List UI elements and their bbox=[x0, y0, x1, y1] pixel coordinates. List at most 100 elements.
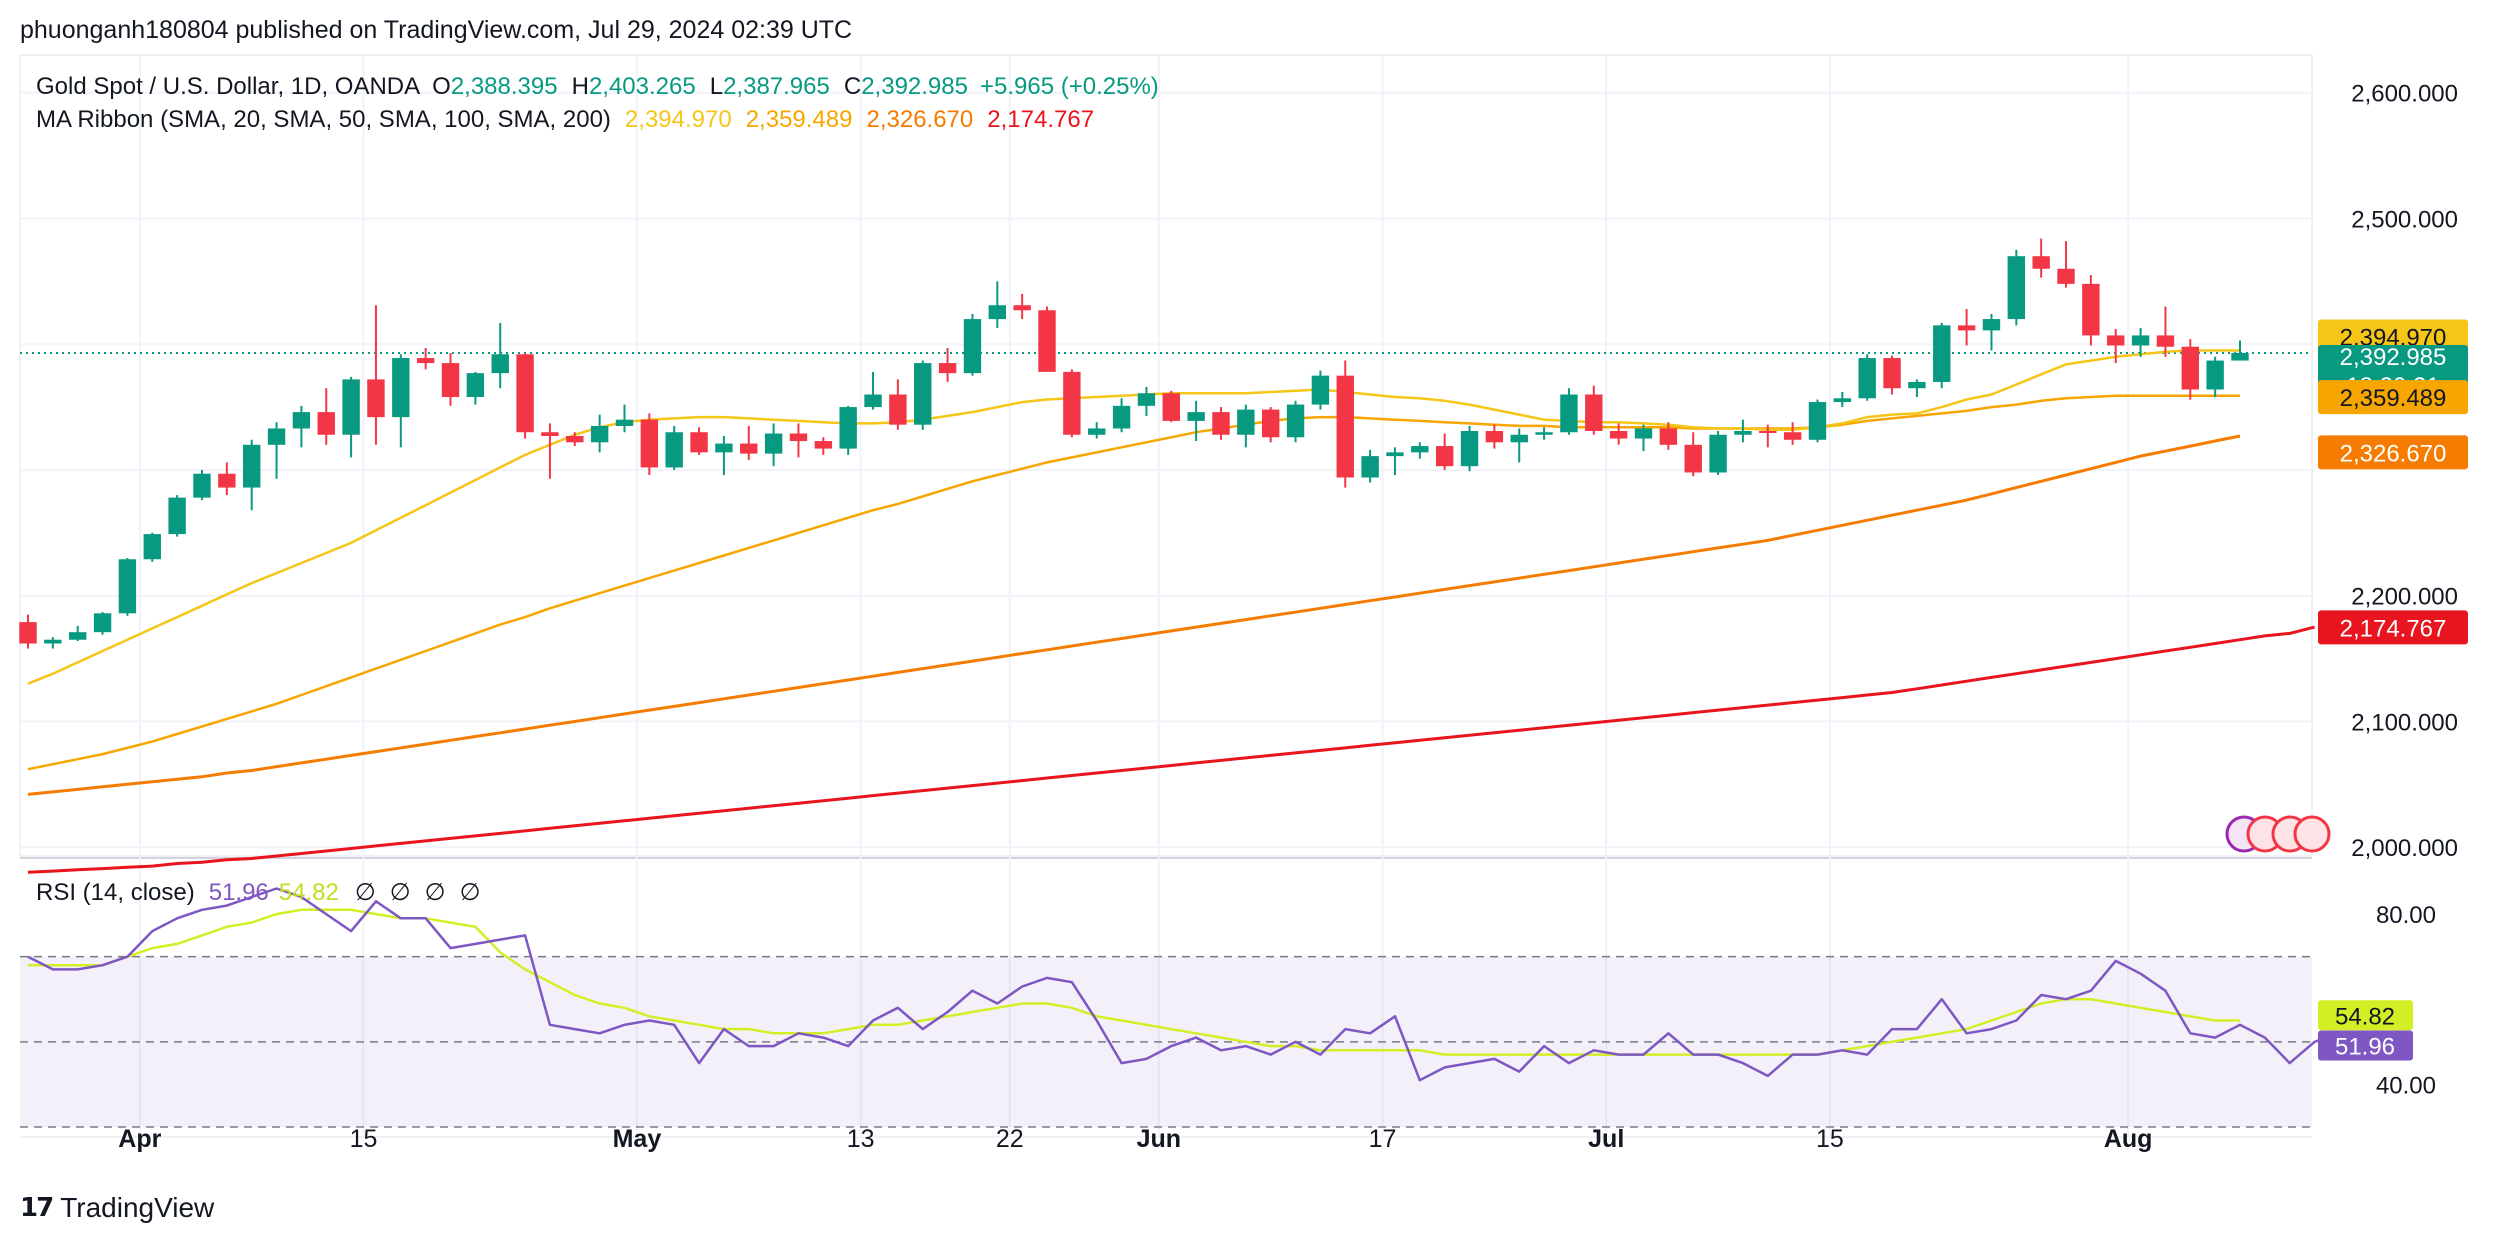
candle-body bbox=[2156, 335, 2175, 347]
candle-body bbox=[1013, 305, 1031, 311]
candle-body bbox=[392, 358, 410, 418]
tradingview-logo[interactable]: 17 TradingView bbox=[20, 1192, 214, 1224]
tag-ma200-bg bbox=[2318, 610, 2468, 645]
candle-body bbox=[168, 497, 186, 535]
candle bbox=[267, 422, 286, 479]
tag-rsi-ma-bg bbox=[2318, 1000, 2413, 1031]
candle-body bbox=[1734, 430, 1752, 435]
tag-ma100: 2,326.670 bbox=[2340, 440, 2447, 467]
candle-body bbox=[1112, 405, 1131, 429]
rsi-ma-line bbox=[28, 908, 2240, 1056]
candle bbox=[2131, 327, 2150, 357]
candle-body bbox=[466, 373, 485, 398]
candle bbox=[441, 353, 460, 406]
candle bbox=[491, 322, 509, 389]
candle bbox=[590, 414, 609, 453]
candle-body bbox=[1261, 409, 1280, 438]
price-tick-label: 2,200.000 bbox=[2351, 584, 2458, 611]
legend-rsi: RSI (14, close) 51.96 54.82 ∅ ∅ ∅ ∅ bbox=[36, 879, 480, 906]
candle-body bbox=[1535, 432, 1553, 435]
candle-body bbox=[615, 419, 634, 426]
candle-body bbox=[1038, 310, 1056, 372]
candle bbox=[1460, 425, 1479, 472]
candle bbox=[292, 405, 311, 448]
candle bbox=[1535, 427, 1553, 440]
candle-body bbox=[1833, 398, 1852, 403]
time-tick-label: Jun bbox=[1137, 1125, 1181, 1153]
candle-body bbox=[1311, 375, 1330, 405]
sma50-line bbox=[27, 394, 2240, 771]
candle bbox=[1808, 399, 1827, 443]
candle-body bbox=[1808, 402, 1827, 440]
axes: 2,600.000 2,500.000 2,200.000 2,100.000 2,00… bbox=[118, 81, 2458, 1153]
candle-body bbox=[2057, 268, 2075, 284]
candle-body bbox=[1585, 394, 1603, 431]
time-tick-label: Jul bbox=[1588, 1125, 1624, 1153]
candle bbox=[218, 462, 236, 496]
candle-body bbox=[143, 534, 161, 560]
tag-rsi-ma: 54.82 bbox=[2335, 1003, 2395, 1030]
candle-body bbox=[416, 358, 435, 364]
price-tick-label: 2,000.000 bbox=[2351, 835, 2458, 862]
candle-body bbox=[590, 425, 609, 443]
candle-body bbox=[441, 363, 460, 398]
rsi-line bbox=[27, 887, 2340, 1082]
candle bbox=[1709, 430, 1727, 475]
candle bbox=[1013, 293, 1031, 320]
candle bbox=[2032, 238, 2050, 278]
flag-us-icon bbox=[2293, 815, 2331, 853]
candle bbox=[342, 376, 360, 458]
ma-ribbon bbox=[27, 349, 2315, 874]
candles[interactable] bbox=[19, 238, 2249, 649]
candle-body bbox=[1908, 381, 1926, 389]
candle bbox=[764, 423, 783, 467]
tv-logo-icon: 17 bbox=[20, 1193, 54, 1223]
tag-ma50: 2,359.489 bbox=[2340, 385, 2447, 412]
candle bbox=[615, 404, 634, 433]
candle-body bbox=[242, 444, 261, 488]
tag-rsi-bg bbox=[2318, 1030, 2413, 1061]
candle-body bbox=[2032, 256, 2050, 269]
candle bbox=[665, 425, 683, 470]
candle bbox=[541, 423, 559, 479]
candle bbox=[367, 305, 385, 445]
legend-symbol: Gold Spot / U.S. Dollar, 1D, OANDA O2,388… bbox=[36, 73, 1159, 100]
candle-body bbox=[1759, 430, 1777, 433]
candle-body bbox=[640, 419, 659, 468]
candle-body bbox=[541, 432, 559, 437]
candle-body bbox=[1088, 428, 1106, 435]
candle bbox=[2007, 249, 2026, 326]
candle-body bbox=[2206, 360, 2224, 390]
candle-body bbox=[1411, 446, 1429, 453]
candle-body bbox=[1560, 394, 1578, 433]
candle bbox=[1212, 407, 1230, 440]
price-tags: 2,394.9702,392.98518:20:212,359.4892,326… bbox=[2318, 319, 2468, 1061]
candle-body bbox=[1137, 393, 1156, 406]
candle bbox=[1261, 407, 1280, 443]
candle bbox=[19, 614, 37, 649]
candle-body bbox=[267, 428, 286, 445]
candle bbox=[1286, 400, 1305, 443]
sma100-line bbox=[27, 434, 2241, 796]
candle-body bbox=[914, 363, 932, 425]
candle-body bbox=[2107, 335, 2125, 346]
rsi-tick-label: 40.00 bbox=[2376, 1072, 2436, 1099]
candle bbox=[839, 405, 857, 455]
time-tick-label: 17 bbox=[1369, 1125, 1397, 1153]
candle-body bbox=[1659, 428, 1678, 445]
candle-body bbox=[317, 412, 335, 435]
candle bbox=[963, 314, 982, 376]
brand-name: TradingView bbox=[60, 1192, 215, 1223]
candle-body bbox=[963, 319, 982, 374]
candle-body bbox=[864, 394, 882, 408]
candle-body bbox=[938, 363, 957, 374]
candle bbox=[1112, 398, 1131, 433]
candle bbox=[864, 371, 882, 410]
event-icons[interactable] bbox=[2225, 815, 2331, 853]
candle bbox=[416, 347, 435, 370]
candle bbox=[889, 379, 907, 430]
candle-body bbox=[1361, 456, 1379, 478]
candle bbox=[2231, 340, 2249, 361]
time-tick-label: 22 bbox=[996, 1125, 1024, 1153]
